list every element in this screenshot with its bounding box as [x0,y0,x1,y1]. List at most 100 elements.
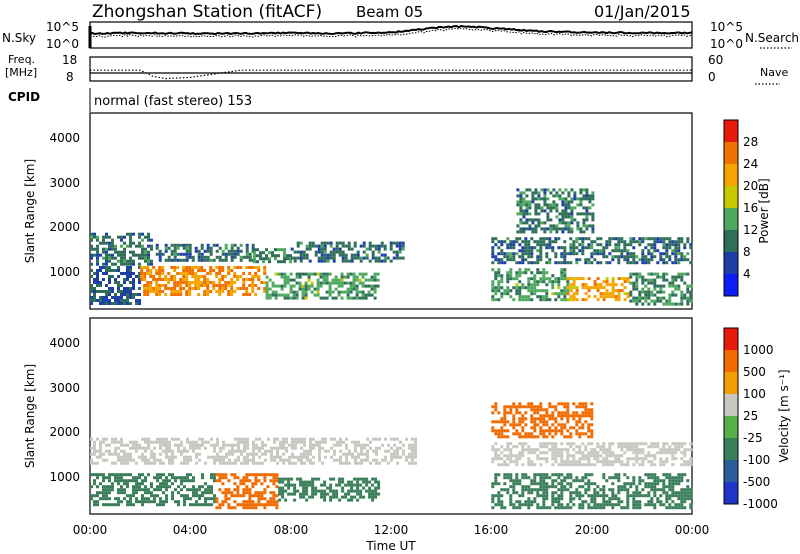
velocity-cell [309,440,312,444]
velocity-cell [566,482,570,486]
velocity-cell [527,405,531,409]
velocity-cell [276,437,279,441]
power-cell [671,275,675,279]
velocity-cell [186,473,189,477]
velocity-cell [620,442,624,446]
power-cell [344,244,348,248]
power-cell [194,287,198,290]
velocity-cell [530,451,534,455]
power-cell [536,243,540,247]
velocity-cell [123,479,126,483]
power-cell [146,290,150,293]
power-cell [650,290,654,294]
power-cell [371,250,375,254]
velocity-cell [162,437,165,441]
power-cell [605,243,609,247]
power-cell [96,278,99,281]
velocity-cell [219,461,222,465]
velocity-cell [563,405,567,409]
velocity-cell [272,503,276,507]
power-cell [533,289,537,293]
velocity-cell [171,458,174,462]
velocity-cell [186,455,189,459]
power-cell [185,255,189,259]
power-cell [295,296,299,300]
power-cell [140,266,144,269]
velocity-cell [518,451,522,455]
power-cell [653,240,657,244]
velocity-cell [96,473,99,477]
velocity-cell [551,423,555,427]
noise-sky-line [89,24,693,36]
x-axis: 00:00 04:00 08:00 12:00 16:00 20:00 00:0… [73,523,710,553]
velocity-cell [180,452,183,456]
power-cell [117,250,120,254]
power-cell [322,281,326,285]
power-cell [230,284,234,287]
power-cell [301,284,305,288]
power-cell [346,281,350,285]
power-cell [265,290,269,294]
power-cell [534,227,538,231]
power-cell [132,287,135,290]
velocity-cell [318,458,321,462]
power-cell [377,256,381,260]
velocity-cell [494,429,498,433]
velocity-cell [126,455,129,459]
power-cell [144,247,147,251]
power-cell [224,246,228,250]
velocity-cell [593,500,597,504]
velocity-cell [509,457,513,461]
velocity-cell [602,497,606,501]
velocity-cell [252,446,255,450]
velocity-cell [215,500,219,504]
velocity-cell [368,489,372,493]
power-cell [521,271,525,275]
velocity-cell [183,479,186,483]
velocity-cell [590,451,594,455]
velocity-cell [207,497,210,501]
velocity-cell [254,491,258,495]
power-cell [644,284,648,288]
velocity-cell [548,442,552,446]
velocity-cell [491,420,495,424]
power-cell [569,286,573,290]
power-cell [147,238,150,242]
velocity-panel: Slant Range [km] 1000 2000 3000 4000 100… [23,317,791,515]
power-cell [545,246,549,250]
power-cell [126,266,129,269]
velocity-cell [647,476,651,480]
velocity-cell [369,446,372,450]
power-cell [129,293,132,296]
velocity-cell [228,449,231,453]
velocity-cell [569,414,573,418]
velocity-cell [656,482,660,486]
power-cell [582,212,586,216]
velocity-cell [668,506,672,510]
velocity-ytick-4000: 4000 [49,336,80,350]
velocity-cell [356,492,360,496]
velocity-cell [656,479,660,483]
velocity-cell [554,473,558,477]
power-cell [197,278,201,281]
power-cell [629,293,633,297]
velocity-cell [611,463,615,467]
power-cell [516,194,520,198]
velocity-cell [294,455,297,459]
velocity-colorbar-tick: -500 [743,475,770,489]
power-cell [572,280,576,284]
velocity-cell [384,437,387,441]
velocity-cell [581,476,585,480]
power-cell [519,212,523,216]
power-cell [545,252,549,256]
velocity-cell [569,497,573,501]
velocity-cell [195,443,198,447]
power-cell [656,249,660,253]
velocity-cell [390,446,393,450]
velocity-cell [581,500,585,504]
velocity-cell [345,458,348,462]
power-cell [647,287,651,291]
velocity-cell [560,503,564,507]
velocity-cell [587,451,591,455]
power-cell [316,284,320,288]
